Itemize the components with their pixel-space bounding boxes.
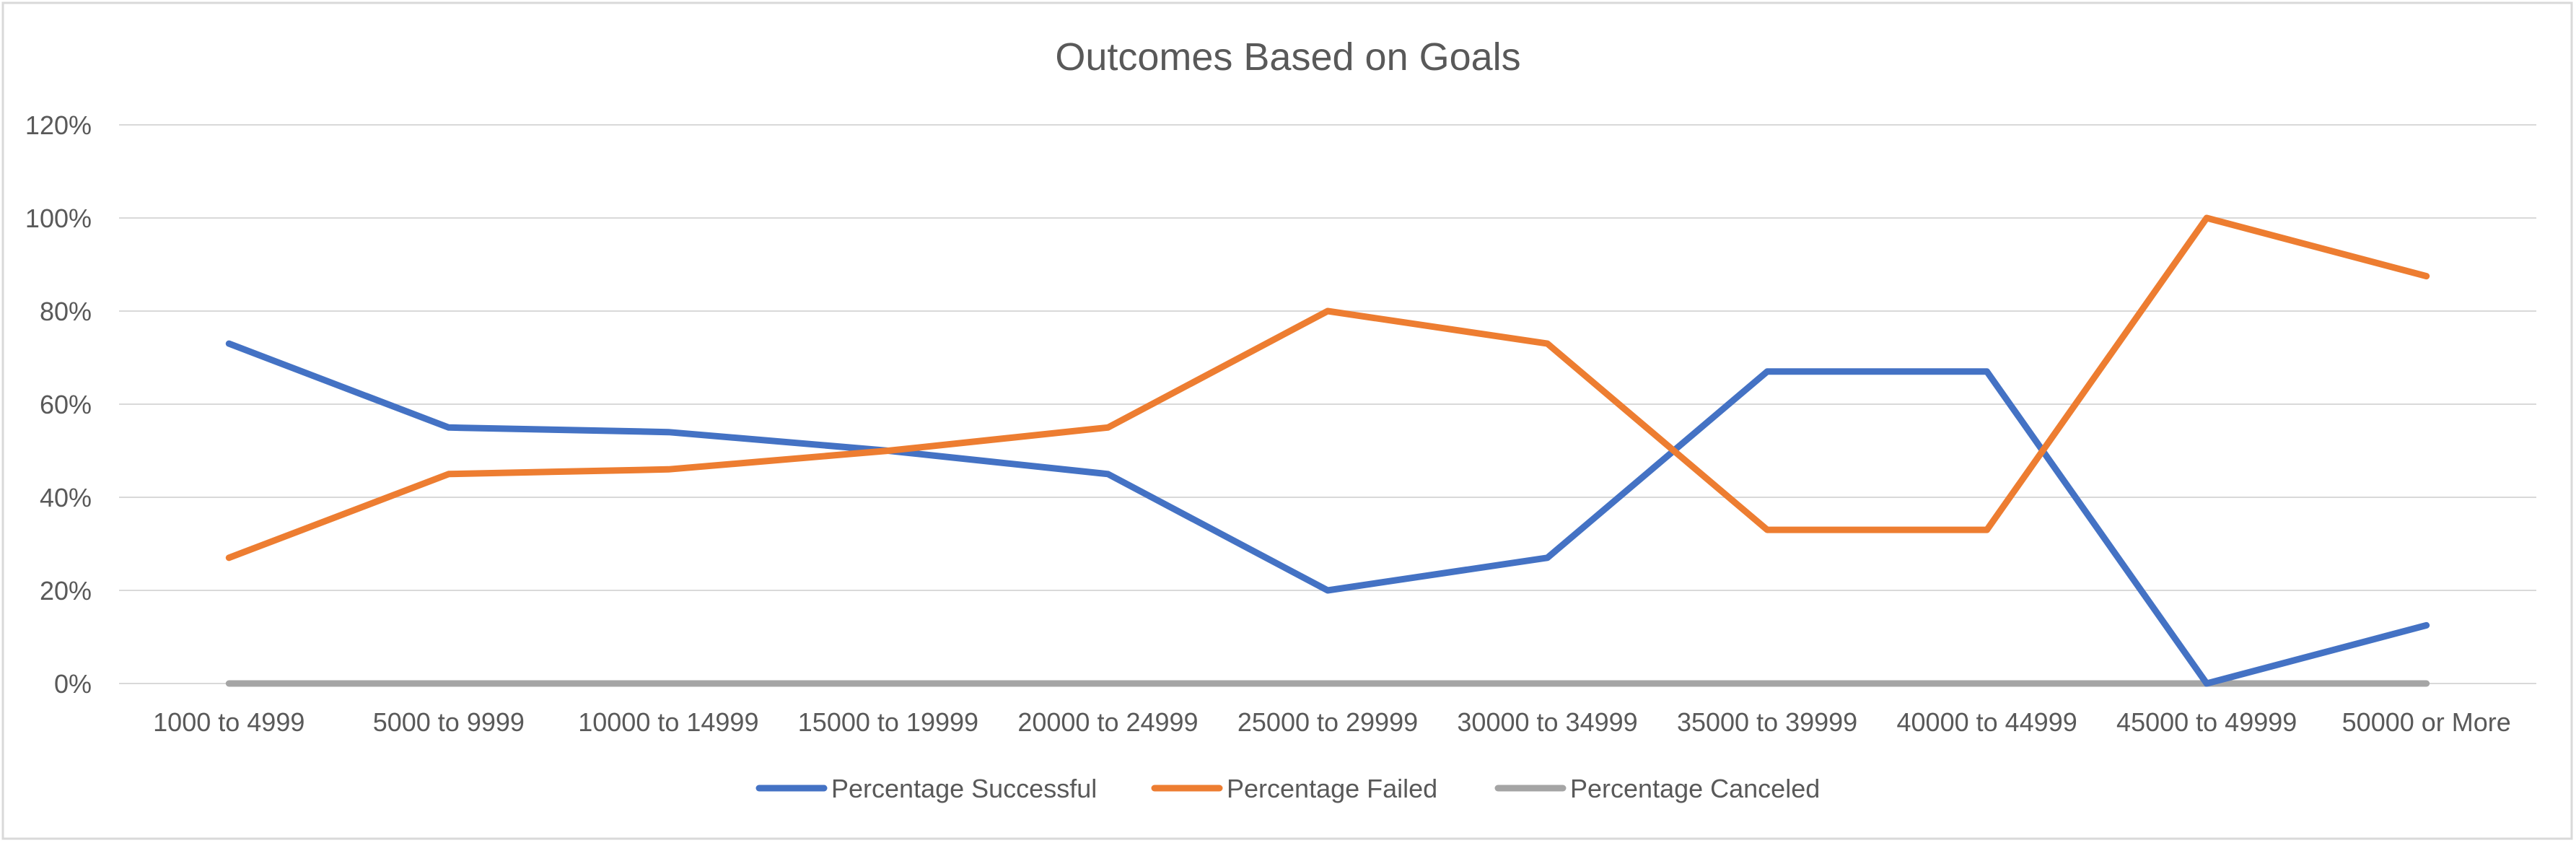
y-tick-label: 20% [40, 576, 92, 606]
y-axis-ticks: 0% 20% 40% 60% 80% 100% 120% [25, 110, 92, 699]
chart-title: Outcomes Based on Goals [1055, 35, 1520, 79]
legend-item: Percentage Successful [755, 774, 1097, 803]
x-tick-label: 30000 to 34999 [1457, 707, 1637, 737]
x-tick-label: 1000 to 4999 [153, 707, 305, 737]
x-tick-label: 10000 to 14999 [578, 707, 758, 737]
y-tick-label: 120% [25, 110, 92, 140]
y-tick-label: 100% [25, 204, 92, 233]
y-tick-label: 60% [40, 390, 92, 419]
x-axis-ticks: 1000 to 4999 5000 to 9999 10000 to 14999 15… [153, 707, 2511, 737]
x-tick-label: 25000 to 29999 [1237, 707, 1418, 737]
x-tick-label: 15000 to 19999 [798, 707, 978, 737]
legend-label: Percentage Successful [831, 774, 1097, 803]
series-lines [225, 214, 2430, 687]
y-tick-label: 80% [40, 297, 92, 326]
x-tick-label: 50000 or More [2342, 707, 2511, 737]
legend-label: Percentage Canceled [1570, 774, 1820, 803]
x-tick-label: 20000 to 24999 [1017, 707, 1198, 737]
x-tick-label: 40000 to 44999 [1897, 707, 2077, 737]
y-tick-label: 0% [54, 669, 92, 699]
x-tick-label: 35000 to 39999 [1677, 707, 1857, 737]
legend: Percentage Successful Percentage Failed Pe… [755, 774, 1820, 803]
series-line-percentage-successful [225, 340, 2430, 687]
legend-item: Percentage Failed [1151, 774, 1437, 803]
x-tick-label: 5000 to 9999 [373, 707, 525, 737]
legend-label: Percentage Failed [1227, 774, 1437, 803]
legend-item: Percentage Canceled [1494, 774, 1820, 803]
x-tick-label: 45000 to 49999 [2116, 707, 2297, 737]
series-line-percentage-failed [225, 214, 2430, 562]
y-tick-label: 40% [40, 483, 92, 512]
